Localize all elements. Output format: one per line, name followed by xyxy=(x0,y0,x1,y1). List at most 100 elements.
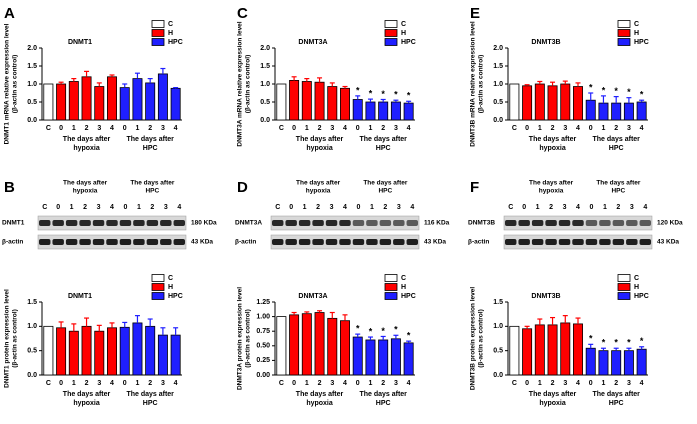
blot-band xyxy=(626,220,638,226)
legend-swatch xyxy=(151,274,165,282)
bar xyxy=(560,83,571,121)
blot-band xyxy=(545,239,557,245)
legend-label: C xyxy=(634,275,639,282)
bar xyxy=(365,101,376,121)
legend-label: C xyxy=(634,21,639,28)
bar xyxy=(623,102,634,121)
blot-header: The days after xyxy=(296,180,341,187)
group-label: hypoxia xyxy=(73,400,100,407)
x-tick-label: 0 xyxy=(123,125,127,132)
lane-label: 0 xyxy=(56,204,60,211)
blot-row-label: β-actin xyxy=(235,239,256,246)
significance-mark: * xyxy=(640,90,644,100)
x-tick-label: 1 xyxy=(72,380,76,387)
x-tick-label: C xyxy=(46,125,51,132)
group-label: hypoxia xyxy=(73,145,100,152)
x-tick-label: 1 xyxy=(136,125,140,132)
lane-label: C xyxy=(508,204,513,211)
x-tick-label: 0 xyxy=(59,125,63,132)
blot-band xyxy=(379,220,392,226)
bar xyxy=(327,317,338,376)
bar xyxy=(340,87,350,121)
lane-label: 1 xyxy=(603,204,607,211)
y-tick-label: 2.0 xyxy=(260,45,270,52)
x-tick-label: C xyxy=(279,125,284,132)
blot-band xyxy=(133,220,145,226)
bar xyxy=(107,76,117,121)
y-axis-label: (β-actin as control) xyxy=(245,55,252,114)
bar xyxy=(560,322,571,376)
blot-header: hypoxia xyxy=(306,188,331,195)
bar xyxy=(145,325,156,376)
x-tick-label: 1 xyxy=(602,380,606,387)
blot-band xyxy=(352,220,365,226)
blot-band xyxy=(160,239,172,245)
x-tick-label: 4 xyxy=(576,380,580,387)
x-tick-label: 2 xyxy=(148,125,152,132)
lane-label: 2 xyxy=(549,204,553,211)
blot-band xyxy=(572,220,584,226)
blot-header: The days after xyxy=(63,180,108,187)
blot-band xyxy=(572,239,584,245)
bar xyxy=(403,342,414,376)
x-tick-label: 0 xyxy=(356,380,360,387)
chart-title: DNMT3B xyxy=(531,293,560,300)
blot-band xyxy=(558,239,571,245)
blot-row-label: DNMT1 xyxy=(2,220,25,227)
panel-letter: D xyxy=(237,179,248,196)
x-tick-label: C xyxy=(512,125,517,132)
bar xyxy=(94,86,105,121)
lane-label: 1 xyxy=(303,204,307,211)
blot-header: hypoxia xyxy=(539,188,564,195)
y-tick-label: 1.5 xyxy=(27,299,37,306)
blot-size-label: 43 KDa xyxy=(424,239,446,246)
legend-swatch xyxy=(384,283,398,291)
blot-band xyxy=(272,220,284,226)
bar xyxy=(340,320,350,376)
blot-band xyxy=(106,239,118,245)
y-tick-label: 2.0 xyxy=(27,45,37,52)
blot-band xyxy=(545,220,557,226)
blot-band xyxy=(518,220,530,226)
blot-band xyxy=(366,239,378,245)
significance-mark: * xyxy=(381,326,385,336)
lane-label: 3 xyxy=(164,204,168,211)
lane-label: 3 xyxy=(563,204,567,211)
blot-header: The days after xyxy=(363,180,408,187)
lane-label: 1 xyxy=(370,204,374,211)
bar xyxy=(585,347,596,376)
blot-size-label: 116 KDa xyxy=(424,220,450,227)
bar xyxy=(94,330,105,376)
y-axis-label: DNMT1 mRNA relative expression level xyxy=(4,23,11,144)
legend-label: C xyxy=(401,21,406,28)
blot-band xyxy=(339,220,351,226)
x-tick-label: 3 xyxy=(161,380,165,387)
bar xyxy=(289,80,300,121)
y-tick-label: 0.5 xyxy=(27,348,37,355)
blot-band xyxy=(39,220,51,226)
bar xyxy=(390,101,401,121)
y-tick-label: 0.50 xyxy=(256,343,270,350)
x-tick-label: 3 xyxy=(97,380,101,387)
x-tick-label: 3 xyxy=(330,125,334,132)
bar xyxy=(636,101,647,121)
y-axis-label: DNMT3A mRNA relative expression level xyxy=(237,21,244,146)
blot-band xyxy=(406,239,418,245)
blot-band xyxy=(352,239,365,245)
x-tick-label: 4 xyxy=(110,125,114,132)
y-tick-label: 1.0 xyxy=(27,323,37,330)
blot-band xyxy=(52,220,64,226)
significance-mark: * xyxy=(356,323,360,333)
significance-mark: * xyxy=(627,338,631,348)
group-label: The days after xyxy=(529,391,577,398)
lane-label: 4 xyxy=(343,204,347,211)
x-tick-label: 3 xyxy=(394,125,398,132)
significance-mark: * xyxy=(589,82,593,92)
x-tick-label: C xyxy=(46,380,51,387)
x-tick-label: 2 xyxy=(614,125,618,132)
lane-label: 1 xyxy=(536,204,540,211)
lane-label: C xyxy=(275,204,280,211)
bar xyxy=(623,350,634,376)
significance-mark: * xyxy=(356,85,360,95)
y-axis-label: DNMT3B protein expression level xyxy=(470,287,477,390)
